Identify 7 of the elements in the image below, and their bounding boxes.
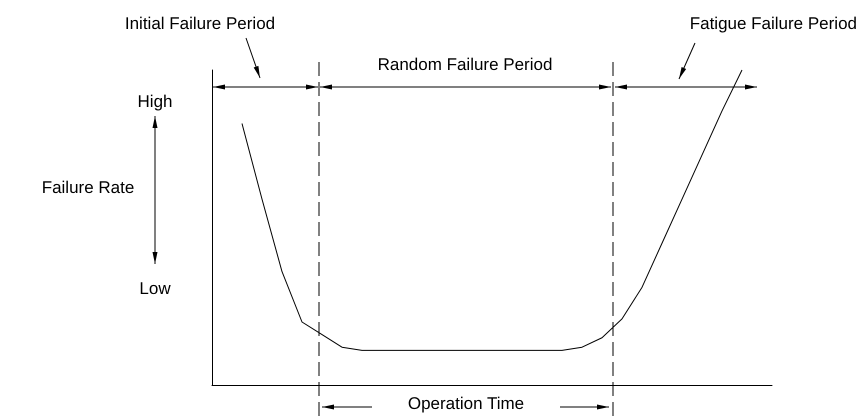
text: High — [138, 92, 172, 111]
annotation: Random Failure Period — [378, 55, 552, 74]
x-axis-title: Operation Time — [408, 394, 524, 413]
y-axis-title: Failure Rate — [42, 178, 134, 197]
text: Low — [139, 279, 172, 298]
text: Fatigue Failure Period — [690, 14, 857, 33]
text: Initial Failure Period — [124, 14, 276, 33]
